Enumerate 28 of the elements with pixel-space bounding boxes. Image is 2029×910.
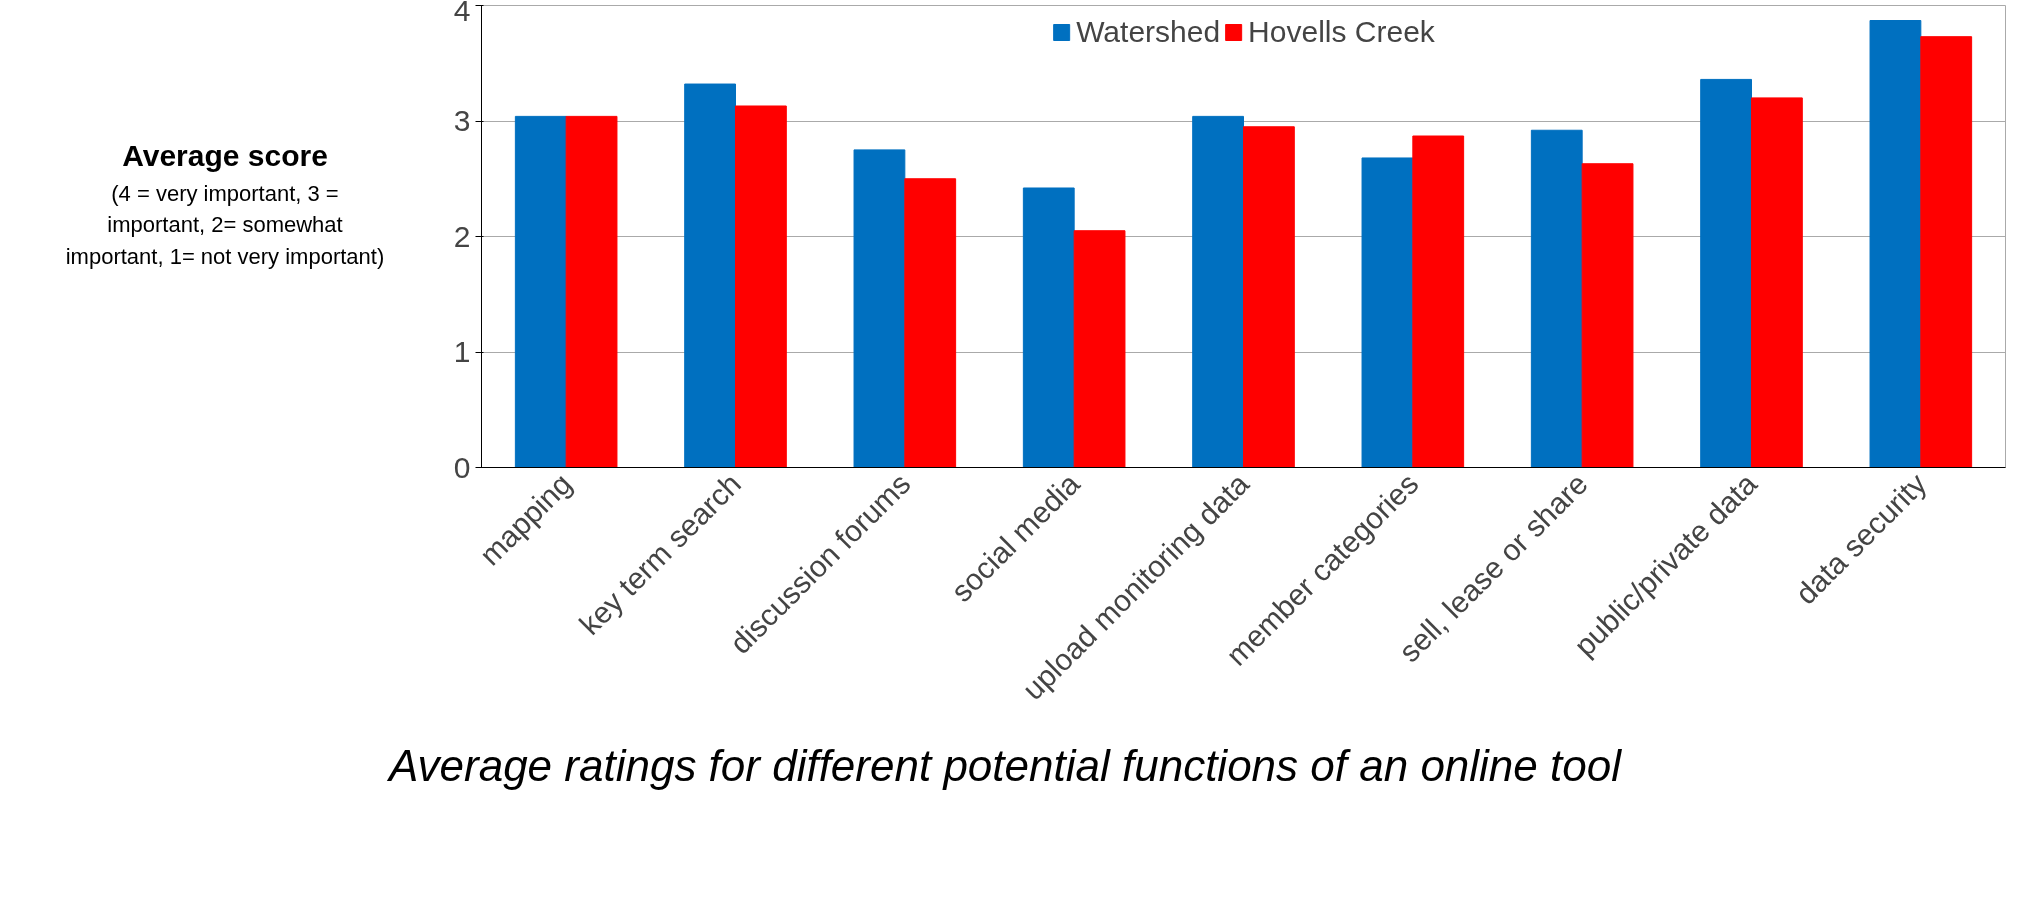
bar: [1361, 157, 1414, 468]
bar: [1073, 230, 1126, 468]
bar: [1243, 126, 1295, 468]
bar: [1581, 163, 1634, 468]
bar: [1192, 115, 1244, 468]
legend-label: Hovells Creek: [1248, 15, 1435, 49]
bar: [1412, 135, 1465, 468]
bar: [1920, 36, 1973, 468]
bar: [514, 115, 567, 468]
bar: [1751, 97, 1803, 468]
y-tick-label: 1: [453, 335, 471, 368]
bar: [1530, 129, 1583, 468]
y-axis-title: Average score: [121, 138, 329, 174]
legend-label: Watershed: [1076, 15, 1221, 49]
bar: [1869, 20, 1922, 468]
y-tick-label: 0: [453, 450, 471, 484]
y-tick-label: 3: [453, 104, 471, 137]
text: Average ratings for different potential functions of an online tool: [389, 740, 1621, 792]
bar: [565, 115, 618, 468]
text: (4 = very important, 3 = important, 2= somewhat important, 1= not very important): [64, 179, 386, 271]
bar: [904, 178, 957, 468]
bar: [853, 149, 906, 468]
bar: [735, 105, 787, 468]
bar: [1022, 187, 1075, 468]
bar: [684, 83, 736, 468]
y-tick-label: 4: [453, 0, 471, 27]
y-tick-label: 2: [453, 219, 471, 253]
bar: [1700, 78, 1752, 468]
